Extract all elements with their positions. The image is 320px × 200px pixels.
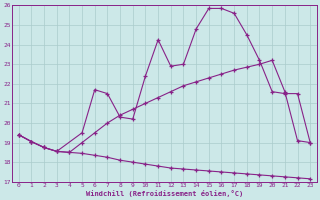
X-axis label: Windchill (Refroidissement éolien,°C): Windchill (Refroidissement éolien,°C) [86, 190, 243, 197]
